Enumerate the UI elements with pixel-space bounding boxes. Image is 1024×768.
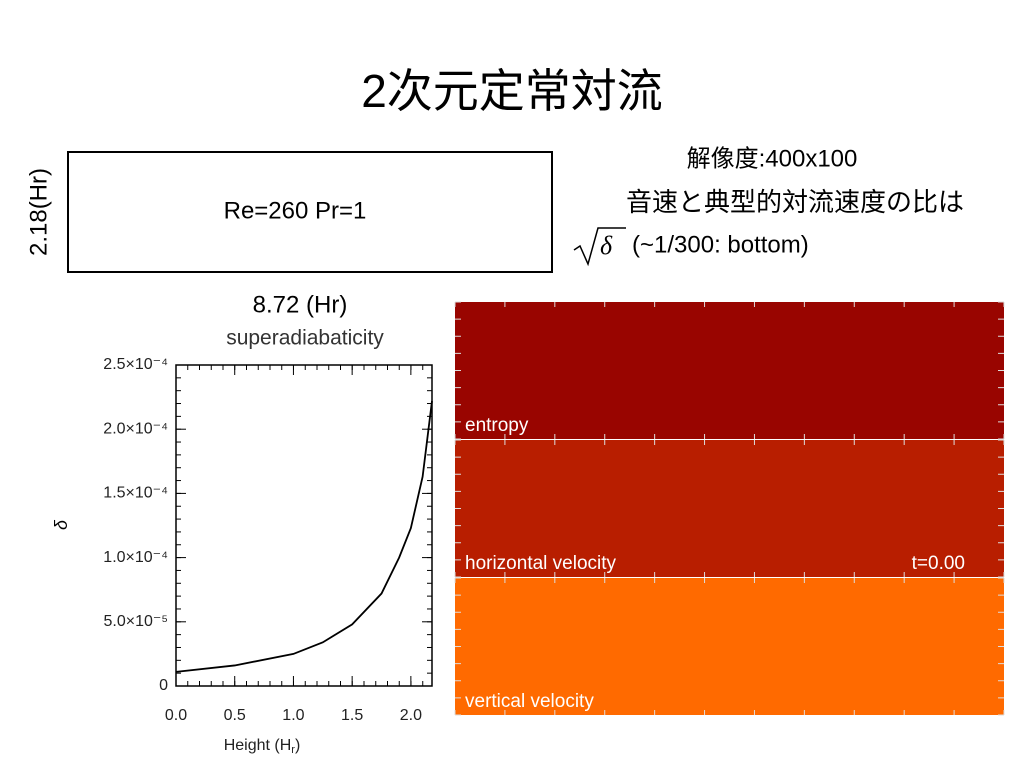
y-tick-label: 1.0×10⁻⁴ [103, 549, 168, 566]
y-tick-label: 0 [159, 677, 168, 694]
y-tick-label: 5.0×10⁻⁵ [104, 613, 168, 630]
radicand: δ [600, 231, 613, 260]
x-tick-label: 0.0 [165, 707, 187, 724]
x-tick-label: 0.5 [224, 707, 246, 724]
chart-title: superadiabaticity [226, 327, 384, 350]
box-label: Re=260 Pr=1 [224, 197, 367, 224]
time-label: t=0.00 [912, 553, 965, 574]
note: (~1/300: bottom) [632, 231, 809, 258]
width-label: 8.72 (Hr) [253, 291, 348, 318]
slide-title: 2次元定常対流 [361, 65, 663, 117]
data-line [175, 400, 433, 673]
panel [455, 302, 1004, 439]
x-label-part: Height (H [224, 737, 292, 754]
x-label-sub: r [291, 744, 295, 756]
y-tick-label: 2.5×10⁻⁴ [103, 356, 168, 373]
panel [455, 578, 1004, 715]
note: 解像度:400x100 [687, 145, 858, 172]
x-axis-label: Height (Hr) [224, 737, 301, 756]
panel-label: horizontal velocity [465, 553, 617, 574]
panel [455, 440, 1004, 577]
plot-frame [175, 364, 433, 687]
y-tick-label: 1.5×10⁻⁴ [103, 485, 168, 502]
radical-sign [573, 227, 626, 267]
note: 音速と典型的対流速度の比は [626, 187, 964, 217]
x-tick-label: 2.0 [400, 707, 422, 724]
panel-label: entropy [465, 415, 529, 436]
y-axis-label: δ [51, 519, 71, 530]
height-label: 2.18(Hr) [25, 168, 52, 256]
domain-box [67, 151, 553, 273]
x-tick-label: 1.0 [282, 707, 304, 724]
y-tick-label: 2.0×10⁻⁴ [103, 420, 168, 437]
x-label-part: ) [295, 737, 300, 754]
x-tick-label: 1.5 [341, 707, 363, 724]
panel-label: vertical velocity [465, 691, 594, 712]
